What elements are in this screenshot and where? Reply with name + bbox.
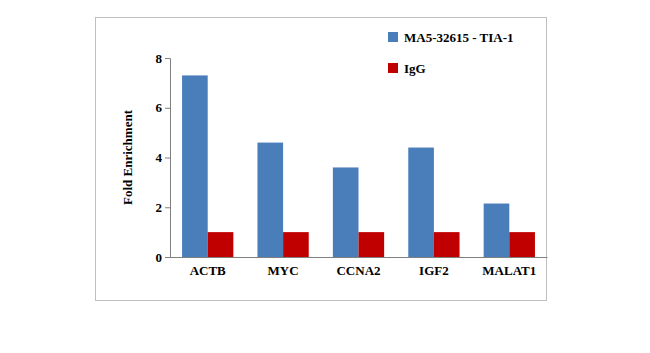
bar [182, 75, 208, 257]
bar [408, 148, 434, 257]
y-tick-mark [165, 158, 170, 159]
y-tick-label: 4 [156, 150, 163, 165]
series [208, 232, 535, 257]
x-tick-label: CCNA2 [336, 263, 380, 278]
bar [484, 204, 510, 257]
bar [283, 232, 309, 257]
y-tick-label: 8 [156, 51, 163, 66]
y-tick: 2 [156, 200, 171, 215]
legend-item: MA5-32615 - TIA-1 [388, 30, 514, 45]
x-axis: ACTB MYC CCNA2 IGF2 MALAT1 [171, 257, 548, 278]
bar [434, 232, 460, 257]
legend-swatch [388, 63, 398, 73]
bar [359, 232, 385, 257]
y-tick-label: 6 [156, 100, 163, 115]
y-tick: 0 [156, 250, 171, 265]
bar [509, 232, 535, 257]
bars [182, 75, 535, 257]
x-tick-label: ACTB [190, 263, 226, 278]
y-tick-label: 0 [156, 250, 163, 265]
x-tick-label: IGF2 [419, 263, 449, 278]
y-tick: 8 [156, 51, 171, 66]
legend-label: MA5-32615 - TIA-1 [404, 30, 514, 45]
legend-swatch [388, 32, 398, 42]
y-axis-line [165, 59, 171, 258]
bar [257, 143, 283, 257]
y-tick-mark [165, 207, 170, 208]
x-tick: MALAT1 [482, 257, 536, 278]
y-tick-mark [165, 257, 170, 258]
y-axis: 0 2 4 6 8 [156, 51, 171, 265]
chart-frame [96, 18, 547, 301]
chart: 0 2 4 6 8 ACTB MYC CCNA2 IGF2 MALAT1 Fold Enrichme… [0, 0, 650, 353]
legend-label: IgG [404, 61, 426, 76]
x-tick-label: MALAT1 [482, 263, 536, 278]
y-axis-title: Fold Enrichment [120, 109, 135, 205]
x-axis-line [171, 257, 548, 258]
x-tick: CCNA2 [336, 257, 380, 278]
legend: MA5-32615 - TIA-1 IgG [388, 30, 514, 76]
y-tick-mark [165, 108, 170, 109]
x-tick: ACTB [190, 257, 226, 278]
series [182, 75, 509, 257]
x-tick: IGF2 [419, 257, 449, 278]
x-tick: MYC [268, 257, 299, 278]
plot: 0 2 4 6 8 ACTB MYC CCNA2 IGF2 MALAT1 [156, 51, 548, 279]
y-tick-label: 2 [156, 200, 163, 215]
x-tick-label: MYC [268, 263, 299, 278]
legend-item: IgG [388, 61, 426, 76]
y-tick: 4 [156, 150, 171, 165]
y-tick: 6 [156, 100, 171, 115]
bar [208, 232, 234, 257]
bar [333, 167, 359, 257]
y-tick-mark [165, 58, 170, 59]
